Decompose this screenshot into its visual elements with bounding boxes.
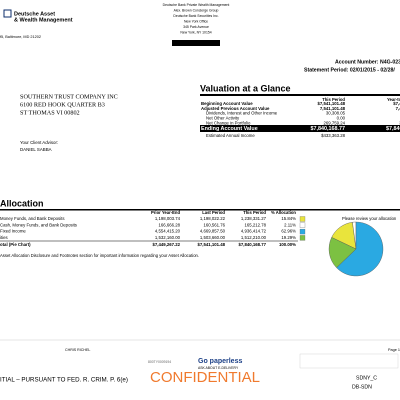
logo-mark [3,9,12,18]
advisor-label: Your Client Advisor: [20,140,58,145]
recipient-line: ST THOMAS VI 00802 [20,109,80,116]
paperless: Go paperless [198,358,242,365]
cell: $7,840,168.77 [239,242,267,247]
rule [200,94,400,96]
cell: 7,541,101.48 [320,106,346,111]
legend-swatch [299,222,306,228]
cell: 4,936,414.72 [241,229,267,234]
cell: 100.00% [279,242,296,247]
column-header: % Allocation [271,210,296,215]
review: Please review your allocation [342,216,397,221]
logo: & Wealth Management [14,17,73,23]
cell: 1,503,660.00 [200,235,226,240]
cell: 4,669,857.50 [200,229,226,234]
cell: 62.96% [281,229,296,234]
row-label: Net Change in Portfolio [206,120,251,125]
redaction [172,40,220,46]
office-line: Deutsche Bank Private Wealth Management [163,3,230,7]
pie-slice [336,221,384,277]
cell: 30,308.05 [326,111,346,116]
row-label: otal (Pie Chart) [0,242,31,247]
office-line: Deutsche Bank Securities Inc. [173,14,218,18]
pie-slice [328,237,357,268]
rule [0,209,400,211]
note: Asset Allocation Disclosure and Footnote… [0,253,199,258]
row-label: Fixed Income [0,229,26,234]
column-header: Last Period [202,210,225,215]
account-number: Account Number: N4G-023 [335,59,400,65]
legend-text: ITIAL – PURSUANT TO FED. R. CRIM. P. 6(e… [0,377,128,384]
cell: 160,561.76 [203,222,225,227]
section-title: Allocation [0,198,44,208]
cell: 15.84% [281,216,296,221]
cell: 1,198,003.74 [155,216,181,221]
cell: 166,666.28 [158,222,180,227]
column-header: This Period [322,97,345,102]
legend-swatch [299,228,306,235]
cell: 1,532,160.00 [155,235,181,240]
statement-period: Statement Period: 02/01/2015 - 02/28/ [304,67,395,73]
bates: SDNY_C [356,375,377,381]
cell: 269,759.24 [323,120,345,125]
cell: $7,840,16 [386,126,400,132]
row-label: Beginning Account Value [201,101,253,106]
office-line: Alex. Brown Concierge Group [174,8,219,12]
office-line: New York Office [184,19,208,23]
column-header: This Period [243,210,266,215]
legend-swatch [299,235,306,241]
footer-box [299,353,399,369]
cell: $7,541,101.48 [318,101,346,106]
cell: 1,238,331.27 [241,216,267,221]
advisor-name: DANIEL SABBA [20,147,52,152]
cell: 1,198,022.22 [200,216,226,221]
address: f5, Baltimore, MD 21202 [0,35,41,39]
legend-swatch [299,216,306,222]
cell: 19.29% [281,235,296,240]
recipient-line: SOUTHERN TRUST COMPANY INC [20,93,118,100]
office-line: New York, NY 10154 [180,30,211,34]
row-label: Adjusted Previous Account Value [201,106,270,111]
valuation-title: Valuation at a Glance [200,83,291,93]
cell: $7,541,101.48 [198,242,226,247]
cell: $433,363.28 [321,133,346,138]
cell: $7,449,267.22 [153,242,181,247]
row-label: Money Funds, and Bank Deposits [0,216,65,221]
row-label: ities [0,235,8,240]
ending-band [200,125,400,132]
footer-name: CHRIS RICHEL [65,348,90,352]
cell: 4,554,415.20 [155,229,181,234]
row-label: Cash, Money Funds, and Bank Deposits [0,222,77,227]
cell: 1,512,210.00 [241,235,267,240]
cell: $7,840,168.77 [311,126,345,132]
bates: DB-SDN [352,384,372,390]
cell: $7,449,2 [393,101,400,106]
footer-code: 800TY0009194 [148,360,171,364]
edelivery: ASK ABOUT E-DELIVERY [198,366,239,370]
cell: 2.11% [284,222,296,227]
page-number: Page 1 [388,348,400,352]
cell: 165,212.78 [244,222,266,227]
cell: 0.00 [337,116,346,121]
row-label: Dividends, Interest and Other Income [206,111,278,116]
logo: Deutsche Asset [14,11,55,17]
row-label: Net Other Activity [206,116,240,121]
row-label: Ending Account Value [201,126,258,132]
confidential: CONFIDENTIAL [150,369,260,386]
row-label: Estimated Annual Income [206,133,255,138]
recipient-line: 6100 RED HOOK QUARTER B3 [20,101,105,108]
column-header: Prior Year-End [151,210,180,215]
office-line: 345 Park Avenue [183,25,209,29]
column-header: Year-to [387,97,400,102]
cell: 7,449,2 [396,106,400,111]
